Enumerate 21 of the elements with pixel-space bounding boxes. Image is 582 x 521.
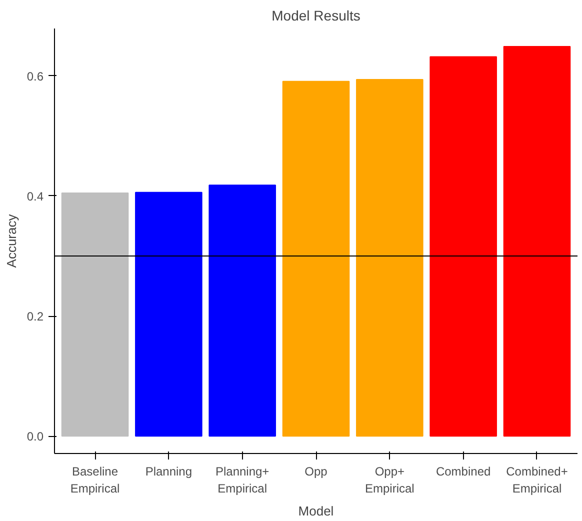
y-tick-label: 0.2 [26,310,44,324]
chart-title: Model Results [272,8,360,24]
y-tick-label: 0.4 [26,189,44,204]
x-tick-label: Planning+ Empirical [215,464,270,496]
y-axis-title: Accuracy [4,214,19,268]
bar [208,184,276,437]
x-tick-label: Planning [145,464,192,478]
x-axis-title: Model [298,503,334,518]
bar [430,56,497,437]
x-tick-label: Combined+ Empirical [506,464,568,496]
x-tick-label: Combined [436,464,491,478]
x-tick-label: Opp+ Empirical [364,464,414,496]
x-tick-label: Baseline Empirical [70,464,120,496]
bar [135,192,202,437]
bar [503,46,571,437]
bar [356,79,424,437]
y-tick-label: 0.6 [26,69,44,84]
bar [282,80,350,437]
y-tick-label: 0.0 [26,430,44,444]
x-tick-label: Opp [304,464,328,478]
bar [61,192,129,437]
